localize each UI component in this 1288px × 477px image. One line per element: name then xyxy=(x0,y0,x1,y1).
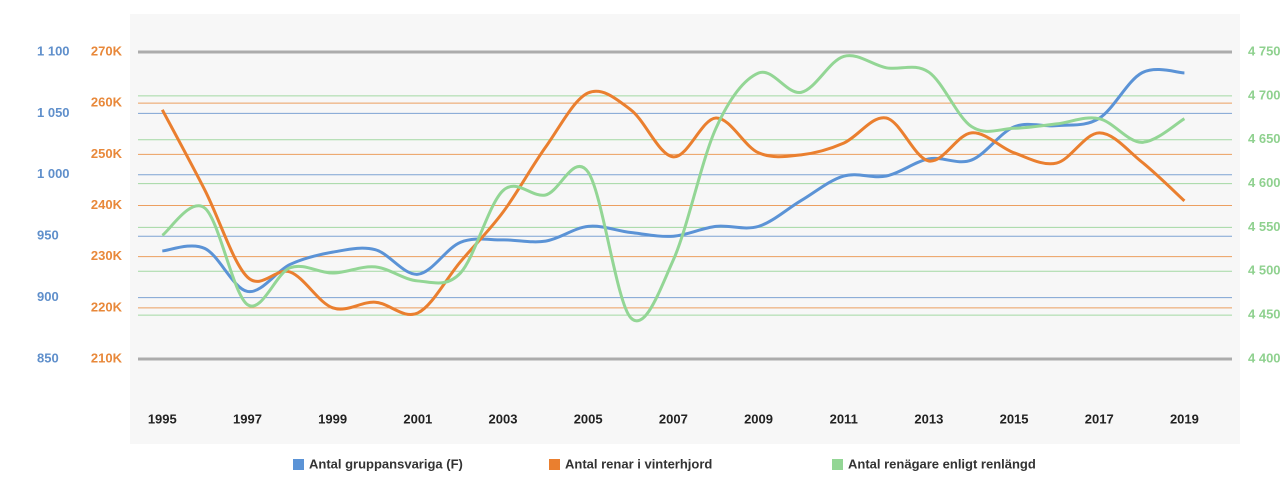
y-tick-label: 850 xyxy=(37,350,59,365)
x-tick-label: 1997 xyxy=(233,411,262,426)
x-tick-label: 2003 xyxy=(489,411,518,426)
y-tick-label: 270K xyxy=(91,43,123,58)
series-line xyxy=(160,89,1186,316)
legend-label: Antal renar i vinterhjord xyxy=(565,456,712,471)
y-tick-label: 1 050 xyxy=(37,105,70,120)
legend-label: Antal renägare enligt renlängd xyxy=(848,456,1036,471)
x-tick-label: 2017 xyxy=(1085,411,1114,426)
y-tick-label: 4 700 xyxy=(1248,87,1281,102)
y-tick-label: 4 450 xyxy=(1248,307,1281,322)
x-tick-label: 1999 xyxy=(318,411,347,426)
legend-label: Antal gruppansvariga (F) xyxy=(309,456,463,471)
y-tick-label: 250K xyxy=(91,146,123,161)
y-tick-label: 210K xyxy=(91,350,123,365)
x-tick-label: 2019 xyxy=(1170,411,1199,426)
x-tick-label: 2015 xyxy=(1000,411,1029,426)
y-tick-label: 240K xyxy=(91,197,123,212)
x-tick-label: 2011 xyxy=(830,411,858,426)
y-tick-label: 4 550 xyxy=(1248,219,1281,234)
y-tick-label: 4 650 xyxy=(1248,131,1281,146)
y-tick-label: 4 600 xyxy=(1248,175,1281,190)
y-tick-label: 4 750 xyxy=(1248,43,1281,58)
x-tick-label: 1995 xyxy=(148,411,177,426)
y-tick-label: 4 500 xyxy=(1248,263,1281,278)
legend-swatch xyxy=(832,459,843,470)
legend-swatch xyxy=(549,459,560,470)
legend-swatch xyxy=(293,459,304,470)
y-tick-label: 260K xyxy=(91,95,123,110)
y-tick-label: 4 400 xyxy=(1248,350,1281,365)
x-tick-label: 2007 xyxy=(659,411,688,426)
x-tick-label: 2005 xyxy=(574,411,603,426)
y-tick-label: 950 xyxy=(37,228,59,243)
x-tick-label: 2013 xyxy=(914,411,943,426)
series-line xyxy=(161,54,1186,323)
y-tick-label: 900 xyxy=(37,289,59,304)
y-tick-label: 1 000 xyxy=(37,166,70,181)
y-tick-label: 1 100 xyxy=(37,43,70,58)
x-tick-label: 2001 xyxy=(403,411,432,426)
y-tick-label: 230K xyxy=(91,248,123,263)
x-tick-label: 2009 xyxy=(744,411,773,426)
y-tick-label: 220K xyxy=(91,299,123,314)
